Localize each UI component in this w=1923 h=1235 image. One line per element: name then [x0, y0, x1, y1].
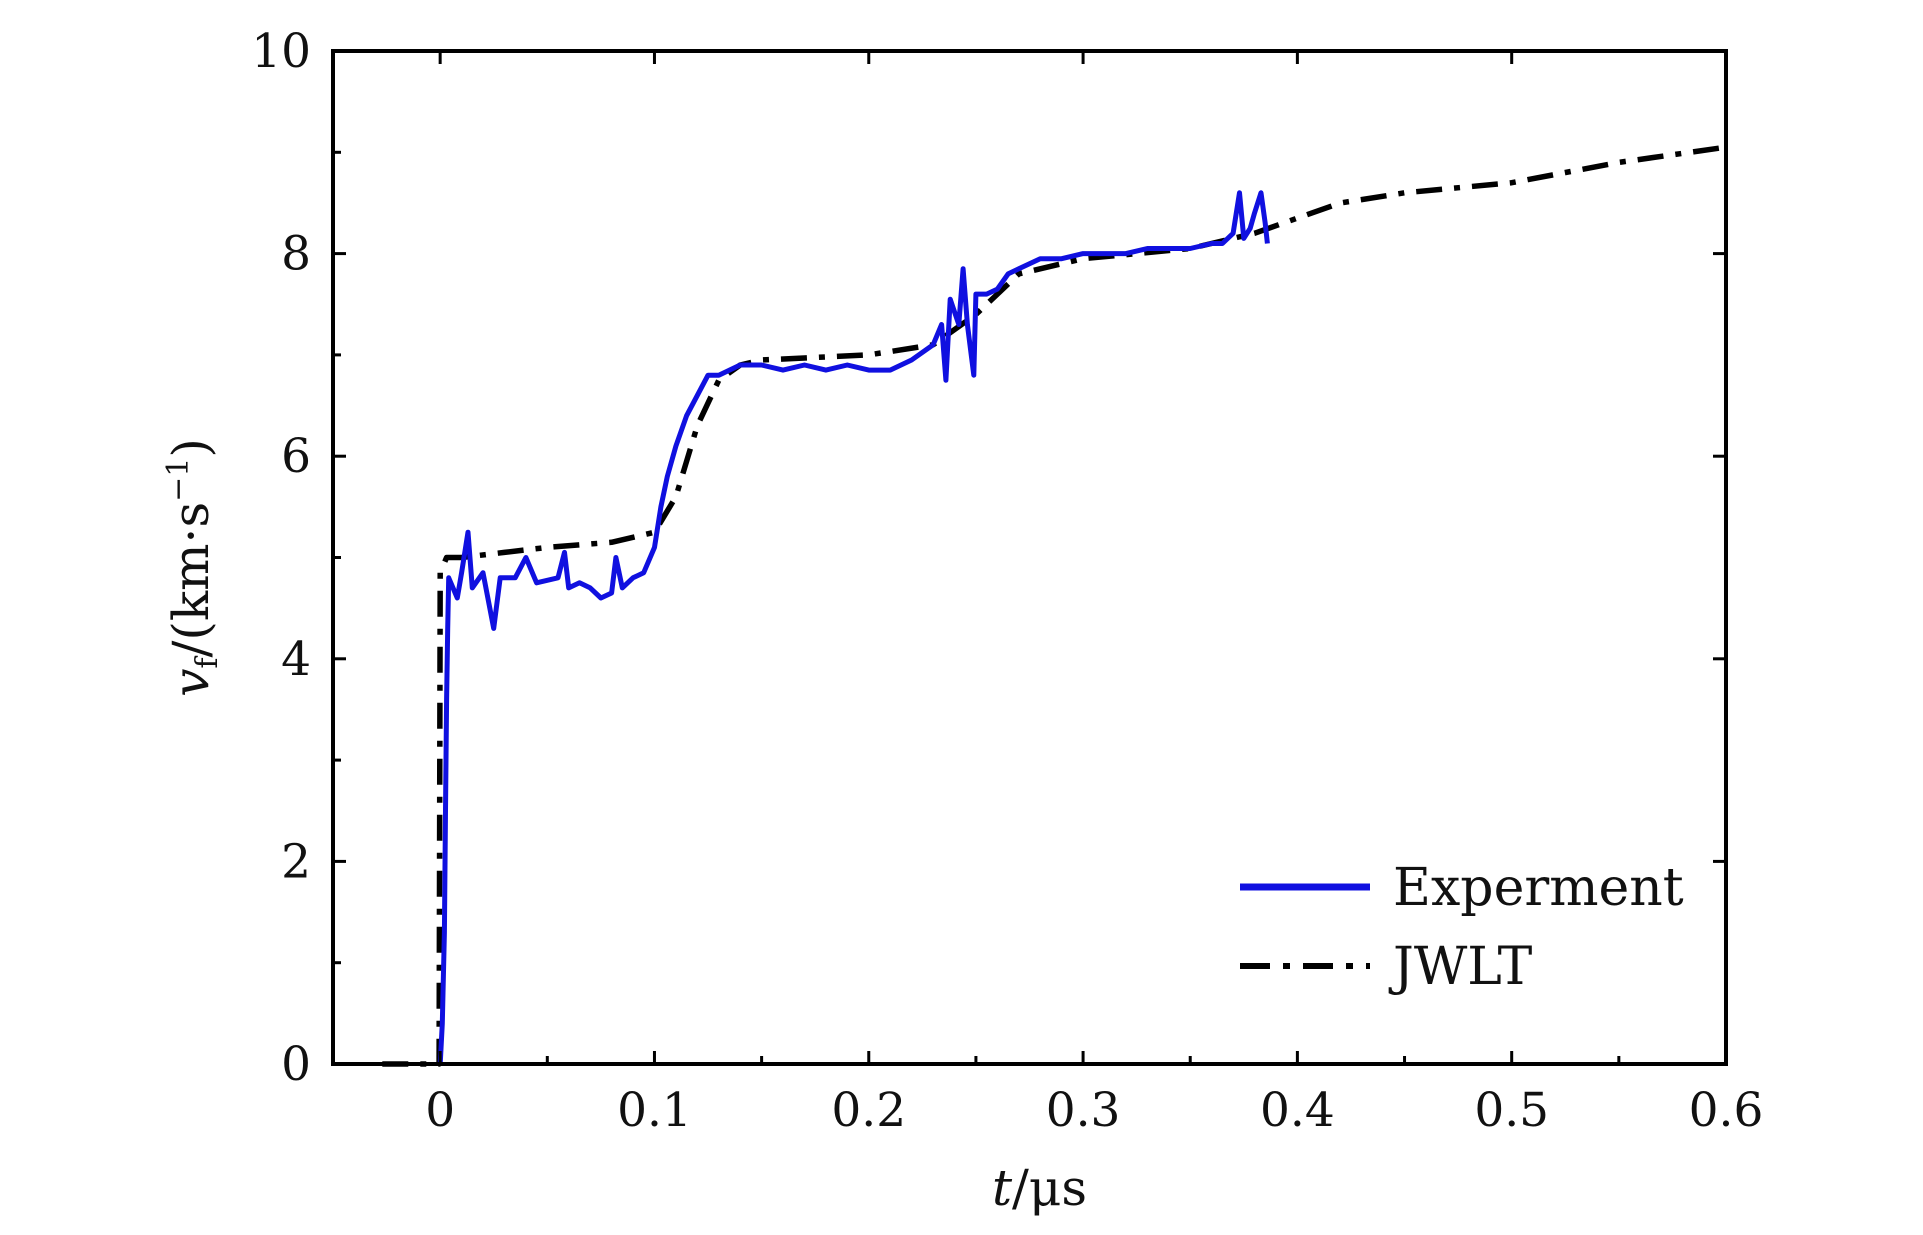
y-axis-unit-superscript: −1 [161, 458, 196, 502]
axis-tick-labels: 0 0.1 0.2 0.3 0.4 0.5 0.6 0 2 4 6 8 10 [251, 24, 1763, 1138]
y-tick-label: 0 [281, 1037, 311, 1092]
series-line-experment [437, 190, 1270, 1065]
x-tick-label: 0.1 [617, 1083, 692, 1138]
legend-label-jwlt: JWLT [1388, 937, 1533, 997]
y-axis-var: v [162, 669, 220, 697]
x-tick-label: 0.3 [1046, 1083, 1121, 1138]
x-axis-unit: /μs [1012, 1159, 1087, 1217]
x-axis-var: t [992, 1159, 1013, 1217]
x-tick-label: 0.5 [1474, 1083, 1549, 1138]
x-tick-label: 0.2 [831, 1083, 906, 1138]
x-tick-label: 0.4 [1260, 1083, 1335, 1138]
y-tick-label: 6 [281, 429, 311, 484]
x-axis-title: t/μs [992, 1159, 1087, 1217]
y-tick-label: 4 [281, 632, 311, 687]
y-tick-label: 8 [281, 227, 311, 282]
axis-ticks [331, 49, 1728, 1066]
y-axis-unit-close: ) [162, 438, 220, 458]
x-tick-label: 0 [425, 1083, 455, 1138]
series-line-jwlt [382, 144, 1727, 1067]
series-layer [382, 144, 1727, 1067]
y-tick-label: 10 [251, 24, 311, 79]
x-tick-label: 0.6 [1689, 1083, 1764, 1138]
y-axis-title: vf/(km·s−1) [161, 438, 225, 697]
legend: Experment JWLT [1240, 858, 1684, 997]
y-axis-var-subscript: f [190, 656, 225, 669]
legend-label-experment: Experment [1393, 858, 1684, 918]
y-tick-label: 2 [281, 834, 311, 889]
y-axis-unit: /(km·s [162, 502, 220, 658]
